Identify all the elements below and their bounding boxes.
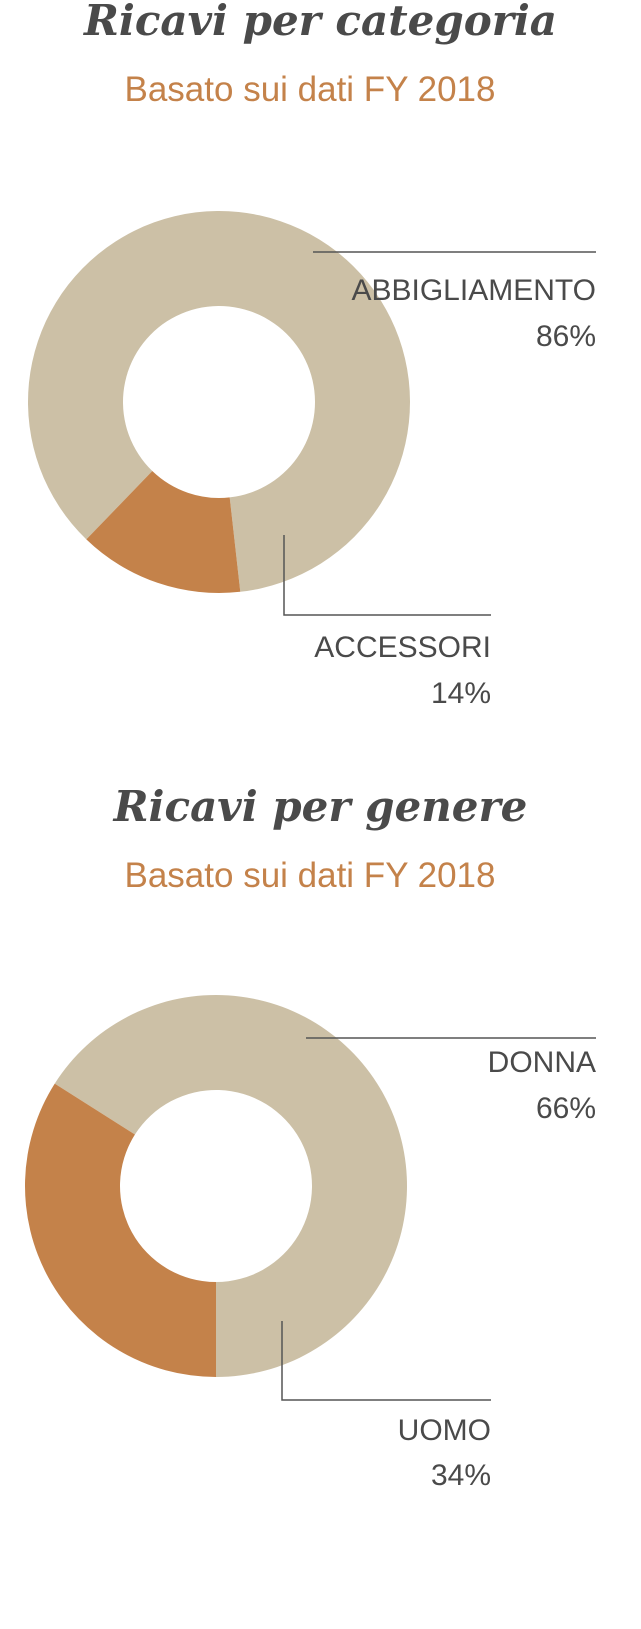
- donut-slice-donna: [54, 995, 407, 1377]
- donut-slice-uomo: [24, 1083, 216, 1377]
- chart-1-subtitle: Basato sui dati FY 2018: [124, 70, 496, 109]
- leader-line-uomo: [281, 1321, 491, 1401]
- donut-chart-2: DONNA 66% UOMO 34%: [24, 995, 596, 1492]
- chart-2: DONNA 66% UOMO 34%: [0, 975, 641, 1515]
- donut-slice-abbigliamento: [28, 211, 410, 592]
- donut-chart-1: ABBIGLIAMENTO 86% ACCESSORI 14%: [28, 211, 596, 710]
- leader-line-accessori: [283, 535, 491, 616]
- chart-1: ABBIGLIAMENTO 86% ACCESSORI 14%: [0, 190, 641, 730]
- label-accessori: ACCESSORI: [314, 631, 491, 664]
- label-uomo: UOMO: [398, 1414, 491, 1447]
- donut-slice-accessori: [86, 471, 241, 593]
- value-donna: 66%: [536, 1092, 596, 1125]
- chart-1-title: Ricavi per categoria: [83, 0, 558, 45]
- label-abbigliamento: ABBIGLIAMENTO: [351, 274, 596, 307]
- value-uomo: 34%: [431, 1459, 491, 1492]
- label-donna: DONNA: [488, 1046, 596, 1079]
- chart-2-subtitle: Basato sui dati FY 2018: [124, 856, 496, 895]
- chart-2-title: Ricavi per genere: [113, 782, 528, 831]
- value-abbigliamento: 86%: [536, 320, 596, 353]
- value-accessori: 14%: [431, 677, 491, 710]
